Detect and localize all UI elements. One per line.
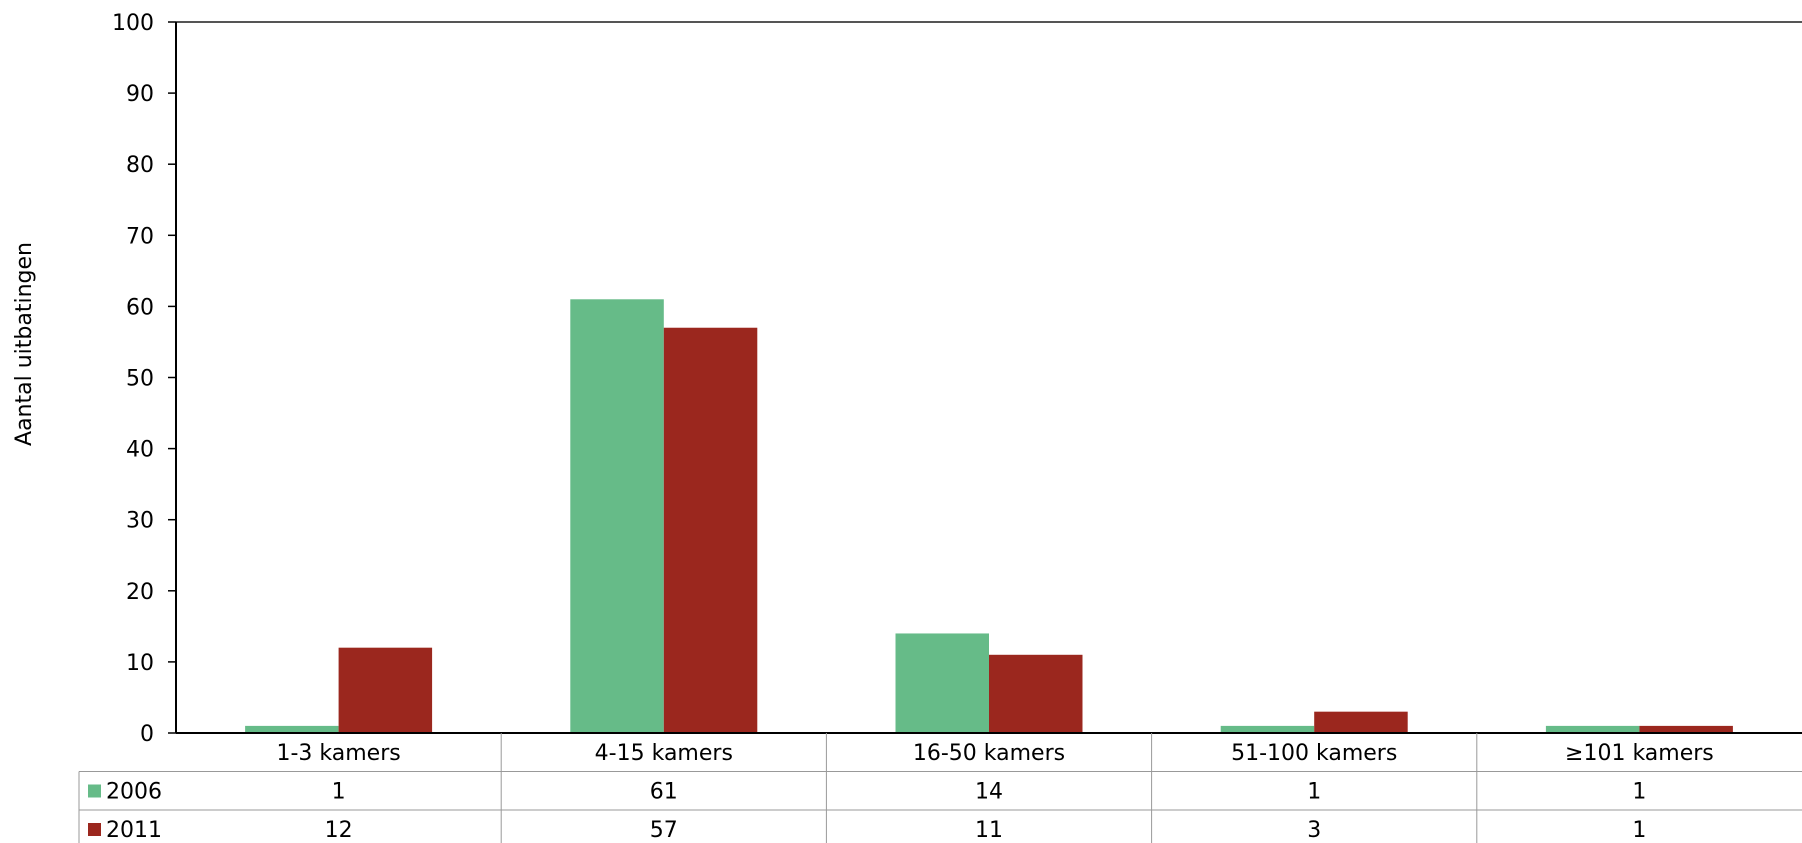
table-value-2011: 1 (1632, 818, 1646, 843)
y-tick-label: 40 (126, 438, 154, 463)
bar-2006-3 (1220, 725, 1315, 733)
table-value-2011: 11 (975, 818, 1003, 843)
y-tick-label: 10 (126, 651, 154, 676)
y-tick-label: 100 (112, 11, 154, 36)
bars (245, 299, 1733, 733)
x-category-label: 1-3 kamers (276, 741, 400, 766)
x-category-label: 4-15 kamers (595, 741, 733, 766)
y-axis-ticks: 0 10 20 30 40 50 60 70 80 90 100 (112, 11, 176, 747)
data-table: 1-3 kamers 4-15 kamers 16-50 kamers 51-100 … (78, 733, 1802, 843)
bar-2011-4 (1639, 725, 1733, 733)
table-value-2006: 1 (1632, 780, 1646, 805)
legend-swatch-2006 (88, 784, 101, 798)
bar-2011-2 (989, 654, 1083, 733)
table-value-2006: 1 (1307, 780, 1321, 805)
table-value-2006: 61 (650, 780, 678, 805)
x-category-label: 16-50 kamers (913, 741, 1065, 766)
bar-2011-3 (1314, 711, 1408, 733)
x-category-label: ≥101 kamers (1565, 741, 1714, 766)
x-category-label: 51-100 kamers (1231, 741, 1397, 766)
table-value-2011: 3 (1307, 818, 1321, 843)
y-tick-label: 30 (126, 509, 154, 534)
legend-label-2011: 2011 (106, 818, 162, 843)
y-axis-label: Aantal uitbatingen (12, 242, 37, 446)
y-tick-label: 0 (140, 722, 154, 747)
y-tick-label: 70 (126, 224, 154, 249)
legend-label-2006: 2006 (106, 780, 162, 805)
bar-2006-2 (895, 633, 989, 733)
bar-2006-4 (1545, 725, 1640, 733)
table-value-2006: 14 (975, 780, 1003, 805)
y-tick-label: 20 (126, 580, 154, 605)
bar-2006-0 (245, 725, 339, 733)
bar-2011-1 (663, 327, 758, 733)
bar-2006-1 (570, 299, 664, 733)
legend-swatch-2011 (88, 823, 101, 836)
y-tick-label: 50 (126, 367, 154, 392)
y-tick-label: 60 (126, 295, 154, 320)
y-tick-label: 80 (126, 153, 154, 178)
y-tick-label: 90 (126, 82, 154, 107)
bar-2011-0 (338, 647, 433, 733)
axes (175, 21, 1802, 734)
table-value-2006: 1 (332, 780, 346, 805)
table-value-2011: 57 (650, 818, 678, 843)
table-value-2011: 12 (325, 818, 353, 843)
